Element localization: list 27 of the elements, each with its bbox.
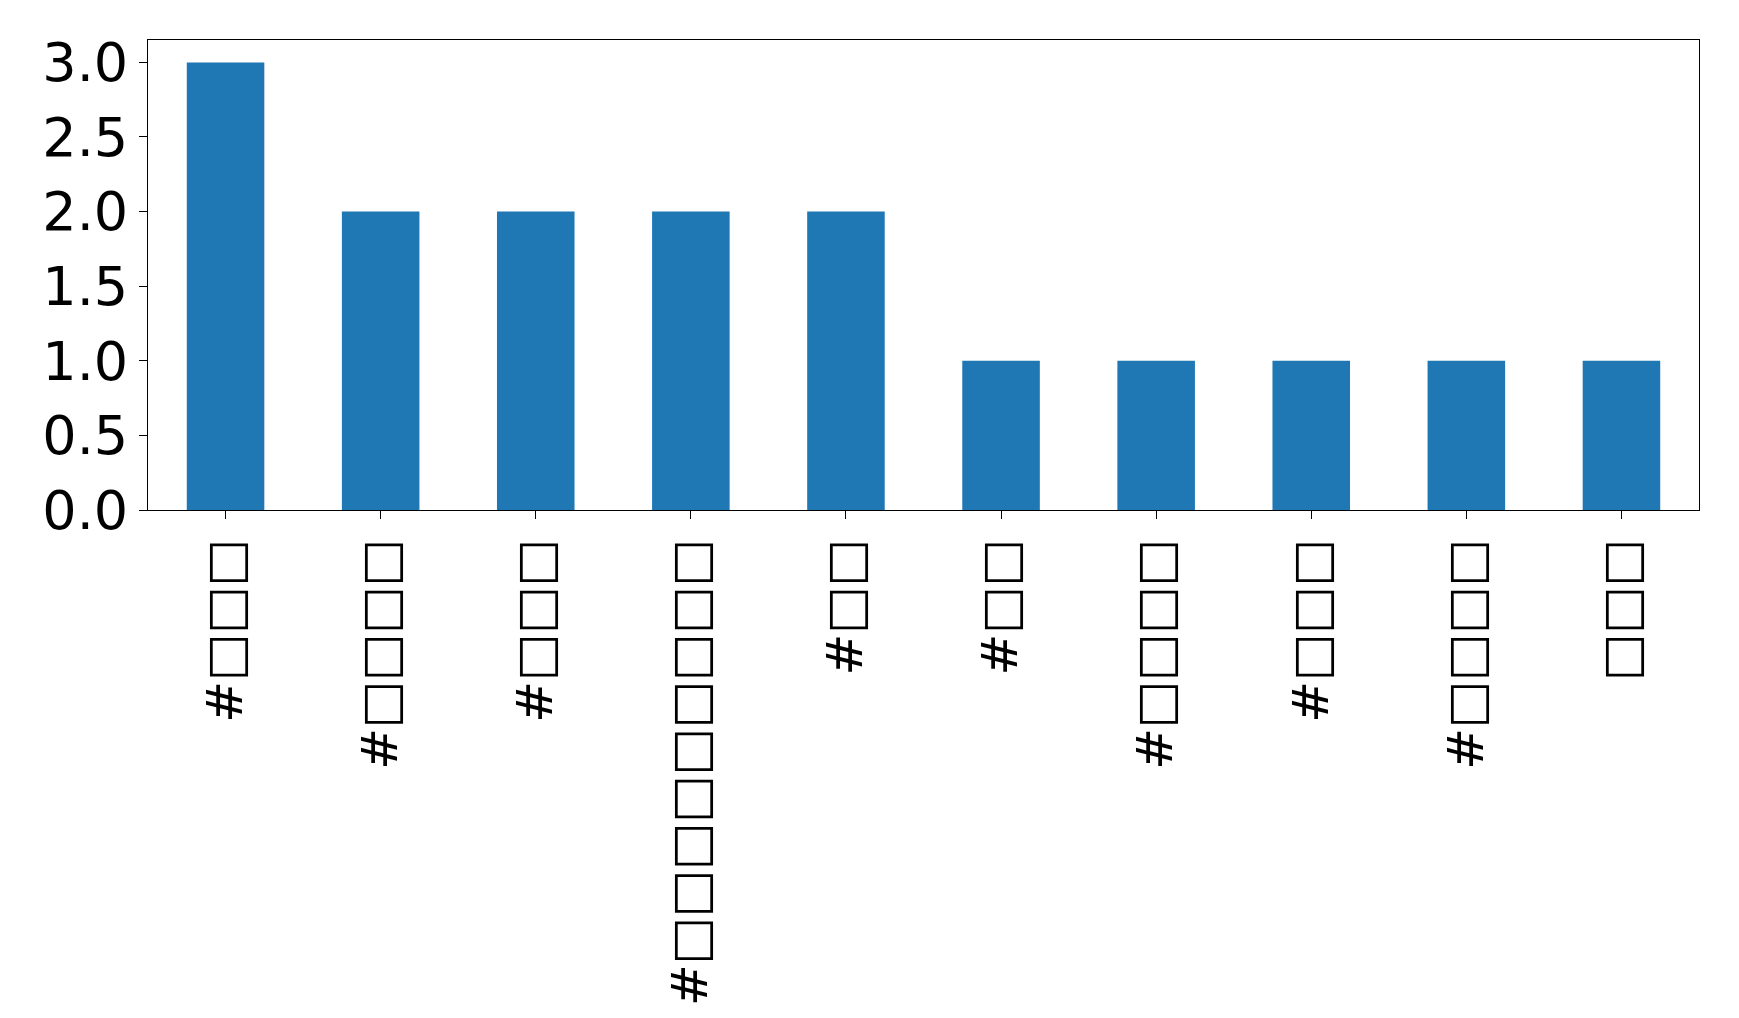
bar: [1272, 360, 1351, 510]
x-tick-label: #□□□□: [350, 539, 409, 770]
bar: [496, 211, 575, 510]
x-tick-label: □□□: [1591, 539, 1650, 681]
y-tick-label: 0.0: [42, 478, 129, 542]
y-tick-label: 0.5: [42, 404, 129, 468]
bar: [186, 62, 265, 510]
y-tick-label: 1.5: [42, 255, 129, 319]
bar: [962, 360, 1040, 510]
bar: [652, 211, 730, 510]
y-tick-label: 2.0: [42, 180, 129, 244]
x-tick-label: #□□□: [506, 539, 564, 723]
bar: [341, 211, 420, 510]
y-tick-label: 2.5: [42, 105, 129, 169]
y-tick-label: 1.0: [42, 329, 129, 393]
x-tick-label: #□□□□□□□□□: [661, 539, 720, 1007]
x-tick-label: #□□□: [1281, 539, 1340, 723]
bar: [807, 211, 885, 510]
x-tick-label: #□□: [971, 539, 1030, 676]
y-tick-label: 3.0: [42, 31, 129, 95]
x-tick-label: #□□□: [195, 539, 254, 723]
bar: [1582, 360, 1661, 510]
x-tick-label: #□□: [816, 539, 875, 676]
bar: [1117, 360, 1195, 510]
x-tick-label: #□□□□: [1436, 539, 1495, 770]
bar: [1427, 360, 1506, 510]
x-tick-label: #□□□□: [1126, 539, 1185, 770]
